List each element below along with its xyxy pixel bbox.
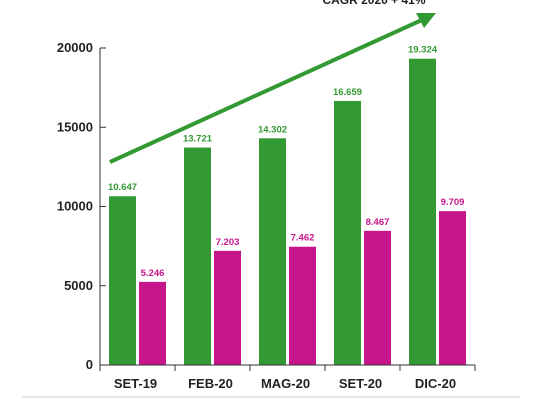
data-label-series2-set-20: 8.467 <box>366 217 390 228</box>
y-tick-label: 0 <box>86 357 93 372</box>
data-label-series2-feb-20: 7.203 <box>216 237 240 248</box>
bar-series1-dic-20 <box>409 58 436 365</box>
x-tick-label: MAG-20 <box>261 376 310 391</box>
cagr-annotation: CAGR 2020 + 41% <box>322 0 425 7</box>
axes-layer: 0 5000 10000 15000 20000 SET-19 FEB-20 MAG-20 SE… <box>57 40 476 391</box>
y-tick-label: 5000 <box>64 278 93 293</box>
bar-series1-set-20 <box>334 100 361 366</box>
bar-series2-set-20 <box>364 230 391 365</box>
data-label-series2-mag-20: 7.462 <box>291 233 315 244</box>
y-tick-label: 10000 <box>57 199 93 214</box>
data-labels-layer: 10.647 13.721 14.302 16.659 19.324 5.246 7.203… <box>108 45 464 279</box>
x-tick-label: SET-19 <box>114 376 157 391</box>
data-label-series2-set-19: 5.246 <box>141 268 165 279</box>
data-label-series2-dic-20: 9.709 <box>441 197 465 208</box>
trend-layer: CAGR 2020 + 41% <box>109 0 436 164</box>
bar-series1-set-19 <box>109 196 136 365</box>
x-tick-label: SET-20 <box>339 376 382 391</box>
bar-series2-dic-20 <box>439 211 466 365</box>
bar-series1-feb-20 <box>184 147 211 365</box>
bar-series1-mag-20 <box>259 138 286 365</box>
data-label-series1-set-19: 10.647 <box>108 182 137 193</box>
bar-series2-set-19 <box>139 281 166 365</box>
x-tick-label: DIC-20 <box>415 376 456 391</box>
data-label-series1-mag-20: 14.302 <box>258 124 287 135</box>
bars-layer <box>109 58 466 366</box>
data-label-series1-set-20: 16.659 <box>333 87 362 98</box>
y-tick-label: 20000 <box>57 40 93 55</box>
trend-arrow-line <box>109 17 425 164</box>
data-label-series1-dic-20: 19.324 <box>408 45 438 56</box>
data-label-series1-feb-20: 13.721 <box>183 134 213 145</box>
bar-series2-mag-20 <box>289 246 316 365</box>
trend-arrow-head <box>416 13 436 28</box>
y-tick-label: 15000 <box>57 119 93 134</box>
x-tick-label: FEB-20 <box>188 376 233 391</box>
bar-series2-feb-20 <box>214 250 241 365</box>
